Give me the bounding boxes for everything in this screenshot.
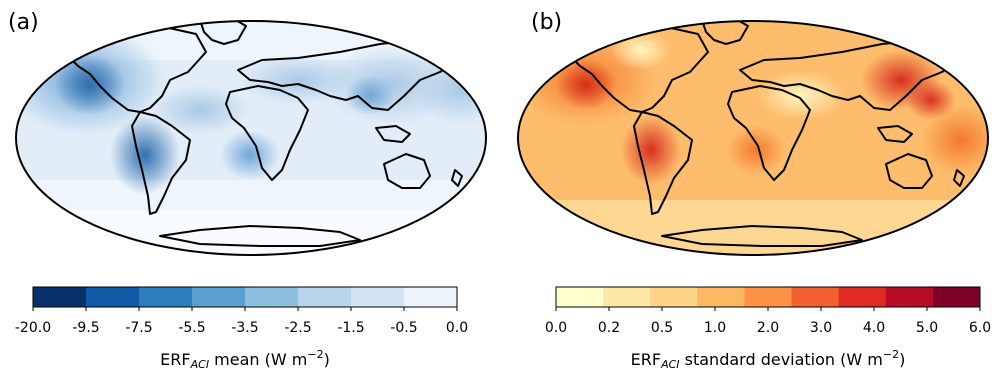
panel-erf-stddev: (b) 0.0 0.2 0.5 1.0 2.0 3.0 4.0 5.0 6.0 …	[501, 0, 1003, 374]
coastlines	[571, 21, 965, 247]
colorbar-tick-label: -7.5	[125, 320, 153, 336]
colorbar-tick-label: -5.5	[178, 320, 206, 336]
colorbar-title: ERFACI standard deviation (W m−2)	[630, 348, 906, 371]
colorbar-segment	[791, 287, 840, 307]
colorbar-tick-label: 0.0	[544, 320, 568, 336]
colorbar-segment	[86, 287, 140, 307]
colorbar-segment	[744, 287, 793, 307]
colorbar-segment	[697, 287, 745, 307]
colorbar-tick-label: 6.0	[968, 320, 992, 336]
colorbar-tick-label: 0.2	[597, 320, 621, 336]
colorbar-segment	[838, 287, 887, 307]
colorbar-segment	[139, 287, 193, 307]
colorbar-tick-label: -0.5	[390, 320, 418, 336]
colorbar-tick-label: 5.0	[915, 320, 939, 336]
colorbar-tick-label: 1.0	[703, 320, 727, 336]
map-erf-stddev	[517, 20, 989, 311]
coastlines	[69, 21, 463, 247]
colorbar-segment	[245, 287, 299, 307]
colorbar-mean	[32, 286, 458, 311]
colorbar-tick-label: 0.0	[445, 320, 469, 336]
colorbar-tick-label: -9.5	[72, 320, 100, 336]
colorbar-stddev	[555, 286, 981, 311]
colorbar-segment	[885, 287, 934, 307]
map-border	[15, 20, 487, 256]
colorbar-segment	[603, 287, 651, 307]
colorbar-segment	[404, 287, 458, 307]
colorbar-tick-label: 0.5	[650, 320, 674, 336]
colorbar-tick-label: 4.0	[862, 320, 886, 336]
colorbar-segment	[192, 287, 246, 307]
colorbar-tick-label: -2.5	[284, 320, 312, 336]
colorbar-tick-label: 2.0	[756, 320, 780, 336]
colorbar-segment	[298, 287, 352, 307]
panel-label: (b)	[531, 10, 563, 35]
colorbar-segment	[932, 287, 981, 307]
colorbar-segment	[556, 287, 604, 307]
colorbar-title: ERFACI mean (W m−2)	[160, 348, 330, 371]
colorbar-tick-label: -1.5	[337, 320, 365, 336]
colorbar-tick-label: 3.0	[809, 320, 833, 336]
colorbar-segment	[351, 287, 405, 307]
panel-erf-mean: (a) -20.0 -9.5 -7.5 -5.5 -3.5 -2.5 -1.5 …	[0, 0, 501, 374]
colorbar-tick-label: -20.0	[14, 320, 52, 336]
colorbar-segment	[650, 287, 698, 307]
colorbar-tick-label: -3.5	[231, 320, 259, 336]
colorbar-segment	[33, 287, 87, 307]
map-border	[517, 20, 989, 256]
panel-label: (a)	[8, 10, 39, 35]
map-erf-mean	[15, 20, 487, 311]
